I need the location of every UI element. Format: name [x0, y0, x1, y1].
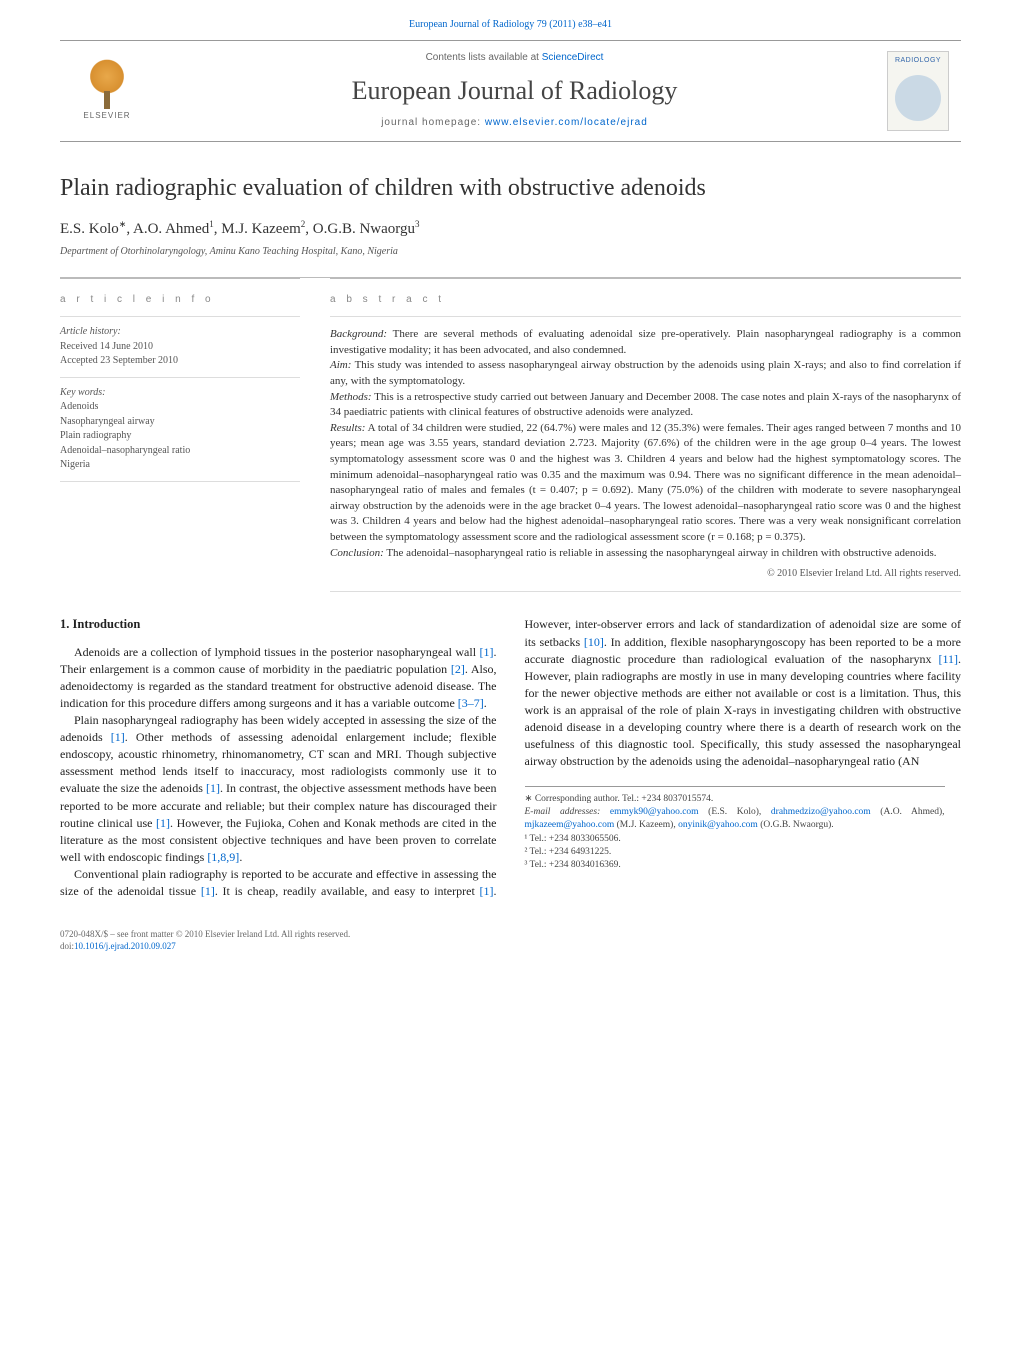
keyword: Plain radiography: [60, 429, 300, 444]
affiliation: Department of Otorhinolaryngology, Aminu…: [60, 245, 961, 259]
publisher-name: ELSEVIER: [83, 111, 130, 122]
doi-link[interactable]: 10.1016/j.ejrad.2010.09.027: [74, 941, 176, 951]
received-date: Received 14 June 2010: [60, 340, 300, 355]
abstract-results: A total of 34 children were studied, 22 …: [330, 422, 961, 543]
body-text: . However, plain radiographs are mostly …: [525, 652, 962, 768]
abstract-conclusion: The adenoidal–nasopharyngeal ratio is re…: [384, 547, 937, 559]
abstract-background-label: Background:: [330, 328, 387, 340]
abstract-copyright: © 2010 Elsevier Ireland Ltd. All rights …: [330, 567, 961, 581]
citation-link[interactable]: [2]: [451, 662, 465, 676]
homepage-prefix: journal homepage:: [381, 117, 485, 128]
section-heading: 1. Introduction: [60, 616, 497, 634]
article-info-panel: a r t i c l e i n f o Article history: R…: [60, 278, 300, 593]
masthead: ELSEVIER Contents lists available at Sci…: [60, 40, 961, 142]
email-addresses: E-mail addresses: emmyk90@yahoo.com (E.S…: [525, 806, 945, 833]
doi-line: doi:10.1016/j.ejrad.2010.09.027: [60, 940, 961, 952]
citation-link[interactable]: [10]: [584, 635, 604, 649]
keyword: Nasopharyngeal airway: [60, 415, 300, 430]
corresponding-author: ∗ Corresponding author. Tel.: +234 80370…: [525, 793, 945, 806]
keyword: Adenoids: [60, 400, 300, 415]
contents-prefix: Contents lists available at: [426, 52, 542, 63]
email-link[interactable]: drahmedzizo@yahoo.com: [771, 807, 871, 817]
history-label: Article history:: [60, 325, 300, 340]
cover-title: RADIOLOGY: [895, 56, 941, 65]
citation-link[interactable]: [1]: [206, 781, 220, 795]
publisher-logo: ELSEVIER: [72, 56, 142, 126]
front-matter-line: 0720-048X/$ – see front matter © 2010 El…: [60, 928, 961, 940]
authors: E.S. Kolo∗, A.O. Ahmed1, M.J. Kazeem2, O…: [60, 218, 961, 239]
email-name: (A.O. Ahmed),: [871, 807, 945, 817]
journal-title: European Journal of Radiology: [154, 73, 875, 108]
journal-homepage: journal homepage: www.elsevier.com/locat…: [154, 116, 875, 130]
keywords-block: Key words: Adenoids Nasopharyngeal airwa…: [60, 378, 300, 482]
abstract-body: Background: There are several methods of…: [330, 316, 961, 592]
doi-label: doi:: [60, 941, 74, 951]
body-text: .: [239, 850, 242, 864]
homepage-link[interactable]: www.elsevier.com/locate/ejrad: [485, 117, 648, 128]
email-name: (O.G.B. Nwaorgu).: [758, 820, 834, 830]
article-body: 1. Introduction Adenoids are a collectio…: [60, 616, 961, 899]
footnotes: ∗ Corresponding author. Tel.: +234 80370…: [525, 786, 945, 873]
cover-art-icon: [895, 75, 941, 121]
abstract-methods: This is a retrospective study carried ou…: [330, 391, 961, 419]
abstract-heading: a b s t r a c t: [330, 281, 961, 317]
abstract-background: There are several methods of evaluating …: [330, 328, 961, 356]
article-history: Article history: Received 14 June 2010 A…: [60, 316, 300, 378]
email-link[interactable]: emmyk90@yahoo.com: [610, 807, 699, 817]
article-title: Plain radiographic evaluation of childre…: [60, 172, 961, 204]
body-paragraph: Adenoids are a collection of lymphoid ti…: [60, 644, 497, 712]
abstract-aim-label: Aim:: [330, 359, 351, 371]
running-head: European Journal of Radiology 79 (2011) …: [0, 0, 1021, 40]
author-tel: ¹ Tel.: +234 8033065506.: [525, 833, 945, 846]
journal-cover-thumbnail: RADIOLOGY: [887, 51, 949, 131]
keyword: Adenoidal–nasopharyngeal ratio: [60, 444, 300, 459]
email-name: (M.J. Kazeem),: [614, 820, 678, 830]
citation-link[interactable]: [1]: [156, 816, 170, 830]
citation-link[interactable]: [1]: [201, 884, 215, 898]
abstract-aim: This study was intended to assess nasoph…: [330, 359, 961, 387]
body-text: . It is cheap, readily available, and ea…: [215, 884, 480, 898]
sciencedirect-link[interactable]: ScienceDirect: [542, 52, 604, 63]
contents-available: Contents lists available at ScienceDirec…: [154, 51, 875, 65]
author-tel: ² Tel.: +234 64931225.: [525, 846, 945, 859]
email-link[interactable]: mjkazeem@yahoo.com: [525, 820, 615, 830]
email-name: (E.S. Kolo),: [699, 807, 771, 817]
citation-link[interactable]: [11]: [938, 652, 958, 666]
abstract-conclusion-label: Conclusion:: [330, 547, 384, 559]
body-text: .: [484, 696, 487, 710]
abstract-results-label: Results:: [330, 422, 365, 434]
citation-link[interactable]: [1]: [480, 884, 494, 898]
citation-link[interactable]: [1,8,9]: [207, 850, 239, 864]
email-link[interactable]: onyinik@yahoo.com: [678, 820, 758, 830]
abstract-methods-label: Methods:: [330, 391, 372, 403]
citation-link[interactable]: [1]: [480, 645, 494, 659]
author-tel: ³ Tel.: +234 8034016369.: [525, 859, 945, 872]
citation-link[interactable]: [3–7]: [458, 696, 484, 710]
accepted-date: Accepted 23 September 2010: [60, 354, 300, 369]
keyword: Nigeria: [60, 458, 300, 473]
elsevier-tree-icon: [82, 59, 132, 109]
email-label: E-mail addresses:: [525, 807, 601, 817]
article-info-heading: a r t i c l e i n f o: [60, 281, 300, 317]
page-footer: 0720-048X/$ – see front matter © 2010 El…: [0, 920, 1021, 972]
body-text: Adenoids are a collection of lymphoid ti…: [74, 645, 480, 659]
body-paragraph: Plain nasopharyngeal radiography has bee…: [60, 712, 497, 865]
citation-link[interactable]: [1]: [111, 730, 125, 744]
keywords-label: Key words:: [60, 386, 300, 401]
masthead-center: Contents lists available at ScienceDirec…: [154, 51, 875, 129]
abstract-panel: a b s t r a c t Background: There are se…: [330, 278, 961, 593]
